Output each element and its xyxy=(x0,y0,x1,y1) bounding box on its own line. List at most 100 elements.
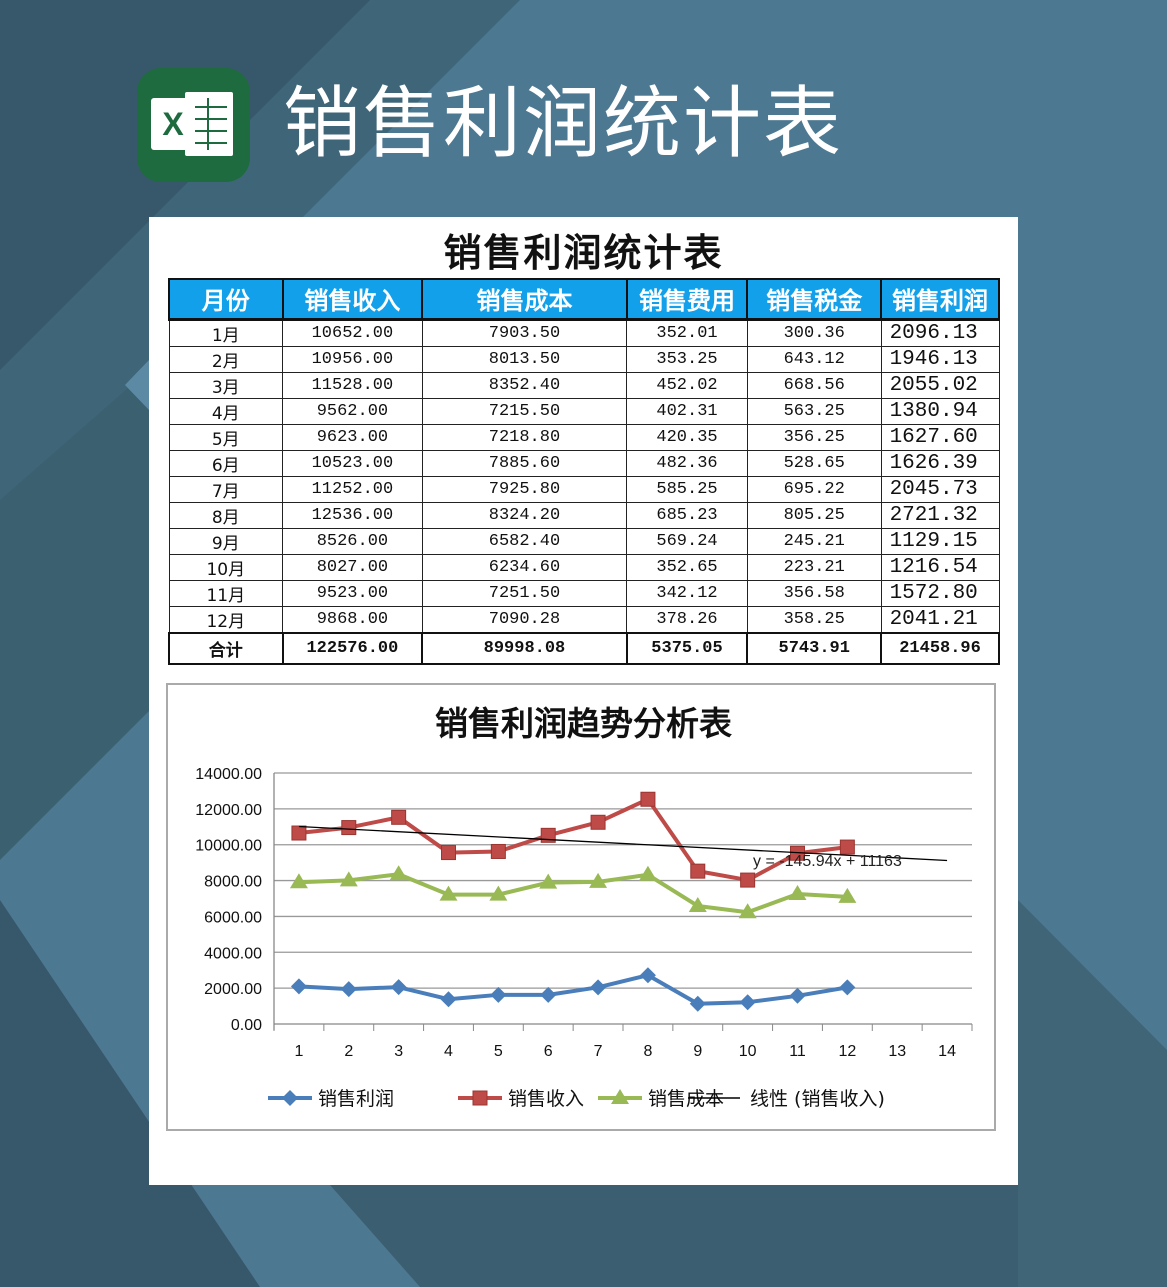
data-point xyxy=(640,791,656,807)
table-cell[interactable]: 223.21 xyxy=(746,553,882,581)
table-title: 销售利润统计表 xyxy=(443,230,724,275)
table-cell[interactable]: 7925.80 xyxy=(421,475,628,503)
total-cell[interactable]: 122576.00 xyxy=(281,631,424,665)
table-cell[interactable]: 1946.13 xyxy=(880,345,1000,373)
column-header: 销售利润 xyxy=(880,278,1000,321)
x-tick-label: 1 xyxy=(294,1043,303,1060)
data-point xyxy=(690,863,706,879)
table-cell[interactable]: 1380.94 xyxy=(880,397,1000,425)
table-cell[interactable]: 7215.50 xyxy=(421,397,628,425)
x-tick-label: 8 xyxy=(643,1043,652,1060)
table-cell[interactable]: 685.23 xyxy=(626,501,748,529)
table-cell[interactable]: 245.21 xyxy=(746,527,882,555)
y-tick-label: 14000.00 xyxy=(195,766,262,783)
data-point xyxy=(390,979,407,996)
data-point xyxy=(289,873,308,889)
x-tick-label: 4 xyxy=(444,1043,453,1060)
data-point xyxy=(589,872,608,888)
data-point xyxy=(441,845,456,861)
series-line-1 xyxy=(298,797,848,883)
table-cell[interactable]: 7月 xyxy=(168,475,284,503)
table-cell[interactable]: 482.36 xyxy=(626,449,748,477)
table-cell[interactable]: 569.24 xyxy=(626,527,748,555)
table-cell[interactable]: 5月 xyxy=(168,423,284,451)
legend-label: 销售收入 xyxy=(508,1088,584,1110)
table-cell[interactable]: 452.02 xyxy=(626,371,748,399)
data-point xyxy=(839,839,855,855)
legend-marker xyxy=(472,1090,488,1106)
table-cell[interactable]: 2月 xyxy=(168,345,284,373)
table-cell[interactable]: 7090.28 xyxy=(421,605,628,633)
table-row: 7月 11252.00 7925.80 585.25 695.22 2045.73 xyxy=(168,475,1000,503)
table-cell[interactable]: 352.65 xyxy=(626,553,748,581)
table-row: 1月 10652.00 7903.50 352.01 300.36 2096.13 xyxy=(168,318,1000,347)
table-row: 5月 9623.00 7218.80 420.35 356.25 1627.60 xyxy=(168,423,1000,451)
table-cell[interactable]: 4月 xyxy=(168,397,284,425)
table-cell[interactable]: 11月 xyxy=(168,579,284,607)
data-point xyxy=(439,885,458,901)
table-cell[interactable]: 2096.13 xyxy=(880,318,1000,347)
table-cell[interactable]: 10652.00 xyxy=(282,318,423,347)
data-point xyxy=(688,896,707,912)
column-header: 销售收入 xyxy=(281,278,424,321)
table-cell[interactable]: 3月 xyxy=(168,371,284,399)
column-header: 月份 xyxy=(168,278,284,321)
table-cell[interactable]: 356.58 xyxy=(746,579,882,607)
column-header: 销售成本 xyxy=(421,278,628,321)
table-cell[interactable]: 9562.00 xyxy=(282,397,423,425)
data-point xyxy=(440,991,457,1008)
x-tick-label: 2 xyxy=(344,1043,353,1060)
table-cell[interactable]: 695.22 xyxy=(746,475,882,503)
y-tick-label: 10000.00 xyxy=(195,838,262,855)
total-row: 合计 122576.00 89998.08 5375.05 5743.91 21458.9… xyxy=(168,631,1000,665)
data-point xyxy=(590,979,607,996)
legend-label: 销售利润 xyxy=(318,1088,394,1110)
table-cell[interactable]: 8027.00 xyxy=(282,553,423,581)
table-cell[interactable]: 10956.00 xyxy=(282,345,423,373)
data-point xyxy=(838,887,857,903)
total-cell[interactable]: 89998.08 xyxy=(421,631,628,665)
table-cell[interactable]: 356.25 xyxy=(746,423,882,451)
legend-marker xyxy=(282,1090,298,1106)
data-point xyxy=(540,986,557,1003)
table-cell[interactable]: 300.36 xyxy=(746,318,882,347)
table-cell[interactable]: 342.12 xyxy=(626,579,748,607)
table-cell[interactable]: 7903.50 xyxy=(421,318,628,347)
table-cell[interactable]: 2041.21 xyxy=(880,605,1000,633)
data-point xyxy=(490,986,507,1003)
table-cell[interactable]: 1626.39 xyxy=(880,449,1000,477)
x-tick-label: 5 xyxy=(494,1043,503,1060)
table-cell[interactable]: 7885.60 xyxy=(421,449,628,477)
table-cell[interactable]: 9623.00 xyxy=(282,423,423,451)
column-header: 销售税金 xyxy=(746,278,883,321)
total-cell[interactable]: 合计 xyxy=(168,631,284,665)
data-point xyxy=(788,884,807,900)
table-cell[interactable]: 585.25 xyxy=(626,475,748,503)
table-cell[interactable]: 1129.15 xyxy=(880,527,1000,555)
y-tick-label: 6000.00 xyxy=(204,909,262,926)
table-cell[interactable]: 9523.00 xyxy=(282,579,423,607)
table-cell[interactable]: 6234.60 xyxy=(421,553,628,581)
total-cell[interactable]: 21458.96 xyxy=(880,631,1000,665)
total-cell[interactable]: 5375.05 xyxy=(625,631,749,665)
table-cell[interactable]: 7251.50 xyxy=(421,579,628,607)
table-row: 2月 10956.00 8013.50 353.25 643.12 1946.13 xyxy=(168,345,1000,373)
legend-label: 线性 (销售收入) xyxy=(750,1088,885,1110)
table-cell[interactable]: 8324.20 xyxy=(421,501,628,529)
data-point xyxy=(739,994,756,1011)
data-point xyxy=(340,981,357,998)
table-cell[interactable]: 11528.00 xyxy=(282,371,423,399)
data-point xyxy=(341,820,357,836)
table-cell[interactable]: 1月 xyxy=(168,318,284,347)
total-cell[interactable]: 5743.91 xyxy=(746,631,883,665)
data-point xyxy=(590,814,606,830)
table-cell[interactable]: 1627.60 xyxy=(880,423,1000,451)
table-row: 8月 12536.00 8324.20 685.23 805.25 2721.32 xyxy=(168,501,1000,529)
table-cell[interactable]: 12536.00 xyxy=(282,501,423,529)
table-cell[interactable]: 1572.80 xyxy=(880,579,1000,607)
x-tick-label: 7 xyxy=(594,1043,603,1060)
table-cell[interactable]: 2045.73 xyxy=(880,475,1000,503)
data-point xyxy=(389,865,408,881)
x-tick-label: 10 xyxy=(739,1043,757,1060)
